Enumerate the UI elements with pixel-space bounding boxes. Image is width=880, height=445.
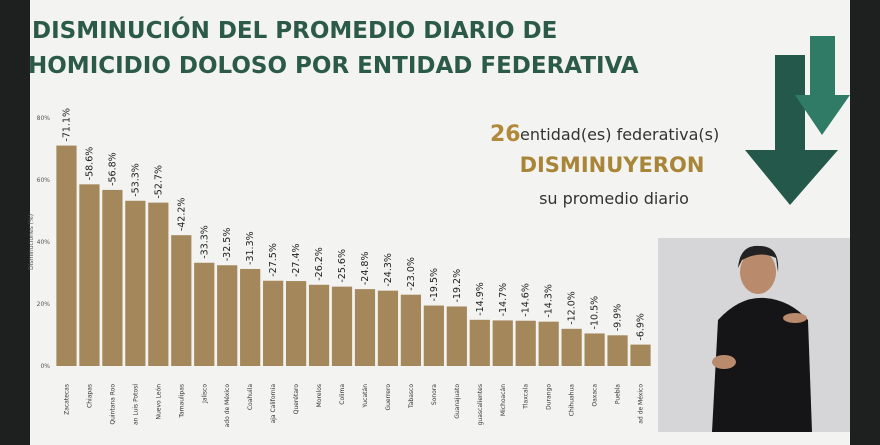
bar <box>125 200 146 366</box>
value-label: -42.2% <box>176 198 187 232</box>
bar <box>469 319 490 366</box>
value-label: -24.3% <box>383 253 394 287</box>
y-tick-label: 20% <box>37 301 51 308</box>
x-tick-label: an Luis Potosí <box>132 384 139 425</box>
y-tick-label: 60% <box>37 177 51 184</box>
value-label: -14.7% <box>498 283 509 317</box>
x-tick-label: Tlaxcala <box>523 384 530 410</box>
y-tick-label: 80% <box>37 115 51 122</box>
chart-title: DISMINUCIÓN DEL PROMEDIO DIARIO DE <box>32 16 557 44</box>
value-label: -27.5% <box>268 243 279 277</box>
annotation-text: entidad(es) federativa(s) <box>520 125 719 144</box>
value-label: -19.2% <box>452 269 463 303</box>
x-tick-label: Sonora <box>431 384 438 405</box>
bar <box>102 189 123 366</box>
x-tick-label: Yucatán <box>362 384 369 409</box>
value-label: -53.3% <box>130 163 141 197</box>
bar <box>56 145 77 366</box>
bar <box>171 235 192 366</box>
value-label: -14.3% <box>544 284 555 318</box>
x-tick-label: Puebla <box>615 384 622 404</box>
x-tick-label: aja California <box>270 384 277 424</box>
x-tick-label: Jalisco <box>201 384 208 404</box>
bar <box>240 268 261 366</box>
bar <box>354 289 376 366</box>
x-tick-label: Chihuahua <box>569 384 576 417</box>
bar <box>446 306 467 366</box>
x-tick-label: Colima <box>339 384 346 405</box>
value-label: -12.0% <box>567 291 578 325</box>
x-tick-label: Nuevo León <box>155 384 162 420</box>
value-label: -10.5% <box>590 296 601 330</box>
annotation-count: 26 <box>490 122 521 147</box>
bar <box>194 262 215 366</box>
x-tick-label: Coahuila <box>247 384 254 410</box>
bar <box>285 281 307 366</box>
value-label: -31.3% <box>245 231 256 265</box>
annotation-emphasis: DISMINUYERON <box>520 153 705 177</box>
bar <box>423 305 444 366</box>
bar <box>607 335 628 366</box>
value-label: -52.7% <box>153 165 164 199</box>
x-tick-label: Tabasco <box>408 384 415 409</box>
x-tick-label: Durango <box>546 384 553 410</box>
value-label: -24.8% <box>360 252 371 286</box>
value-label: -58.6% <box>84 147 95 181</box>
bar <box>561 328 582 366</box>
y-axis-label: Disminuciones (%) <box>28 214 35 270</box>
x-tick-label: Querétaro <box>293 384 300 415</box>
value-label: -56.8% <box>107 152 118 186</box>
value-label: -26.2% <box>314 247 325 281</box>
x-tick-label: guascalientes <box>477 384 484 425</box>
value-label: -14.9% <box>475 282 486 316</box>
x-tick-label: Michoacán <box>500 384 507 416</box>
x-tick-label: Chiapas <box>86 384 93 408</box>
value-label: -6.9% <box>636 313 647 341</box>
x-tick-label: Guanajuato <box>454 384 461 419</box>
bar <box>538 321 559 366</box>
y-tick-label: 0% <box>40 363 50 370</box>
x-tick-label: Guerrero <box>385 384 392 411</box>
value-label: -9.9% <box>613 304 624 332</box>
down-arrow-icon <box>745 36 850 205</box>
value-label: -19.5% <box>429 268 440 302</box>
bar <box>377 290 399 366</box>
bar <box>400 294 422 366</box>
x-tick-label: Tamaulipas <box>178 384 185 419</box>
bar <box>308 284 330 366</box>
bar <box>630 344 651 366</box>
x-tick-label: ado de México <box>224 384 231 428</box>
value-label: -23.0% <box>406 257 417 291</box>
interpreter-video <box>658 238 850 432</box>
annotation-text: su promedio diario <box>539 189 689 208</box>
value-label: -33.3% <box>199 225 210 259</box>
x-tick-label: Morelos <box>316 384 323 407</box>
bar <box>263 280 284 366</box>
value-label: -25.6% <box>337 249 348 283</box>
y-tick-label: 40% <box>37 239 51 246</box>
chart-title: HOMICIDIO DOLOSO POR ENTIDAD FEDERATIVA <box>28 53 639 79</box>
x-tick-label: Oaxaca <box>592 384 599 407</box>
bar <box>148 202 169 366</box>
bar <box>331 286 353 366</box>
x-tick-label: Quintana Roo <box>109 384 116 425</box>
bar <box>217 265 238 366</box>
bar <box>79 184 100 366</box>
x-tick-label: Zacatecas <box>63 384 70 415</box>
value-label: -71.1% <box>61 108 72 142</box>
value-label: -32.5% <box>222 228 233 262</box>
bar <box>515 320 536 366</box>
x-tick-label: ad de México <box>638 384 645 424</box>
bar <box>492 320 513 366</box>
value-label: -27.4% <box>291 243 302 277</box>
bar <box>584 333 605 366</box>
value-label: -14.6% <box>521 283 532 317</box>
